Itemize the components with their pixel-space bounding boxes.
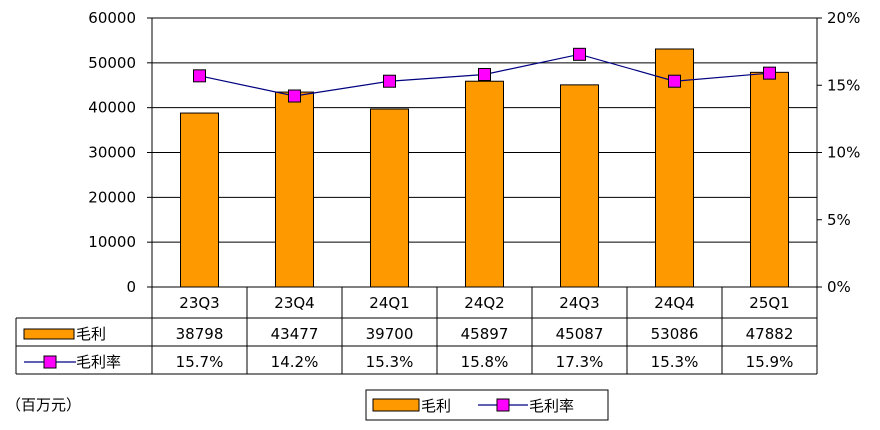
table-bar-swatch	[23, 328, 75, 340]
x-tick-label: 25Q1	[749, 294, 789, 312]
bar	[370, 108, 409, 288]
y-right-tick-label: 5%	[827, 211, 851, 229]
legend-bar-swatch	[372, 398, 420, 412]
x-tick-label: 23Q3	[179, 294, 219, 312]
y-left-tick-label: 50000	[88, 54, 136, 72]
bar	[750, 71, 789, 288]
bar	[465, 80, 504, 288]
legend-label: 毛利	[421, 397, 451, 415]
data-label: 45087	[556, 325, 604, 343]
unit-label: （百万元）	[6, 396, 82, 414]
legend: 毛利 毛利率	[365, 389, 609, 421]
data-label: 43477	[271, 325, 319, 343]
y-left-tick-label: 30000	[88, 144, 136, 162]
data-label: 15.3%	[366, 353, 414, 371]
y-right-tick-label: 10%	[827, 144, 860, 162]
y-left-tick-label: 40000	[88, 99, 136, 117]
data-table: 23Q3 38798 15.7% 23Q4 43477 14.2% 24Q1 39700 15.…	[15, 287, 818, 375]
data-label: 53086	[651, 325, 699, 343]
line-marker	[763, 66, 776, 80]
x-tick-label: 23Q4	[274, 294, 314, 312]
table-row-label: 毛利	[76, 325, 106, 343]
line-marker	[383, 74, 396, 88]
line-marker	[288, 89, 301, 103]
bar	[275, 91, 314, 288]
data-label: 17.3%	[556, 353, 604, 371]
line-marker	[478, 67, 491, 81]
data-label: 38798	[176, 325, 224, 343]
data-label: 15.9%	[746, 353, 794, 371]
bar	[560, 84, 599, 288]
data-label: 47882	[746, 325, 794, 343]
bar	[180, 112, 219, 288]
data-label: 15.3%	[651, 353, 699, 371]
y-right-tick-label: 0%	[827, 278, 851, 296]
y-left-tick-label: 0	[126, 278, 136, 296]
x-tick-label: 24Q4	[654, 294, 694, 312]
table-marker-swatch	[43, 355, 57, 369]
line-marker	[573, 47, 586, 61]
left-axis-ticks: 0 10000 20000 30000 40000 50000 60000	[88, 9, 152, 296]
x-tick-label: 24Q2	[464, 294, 504, 312]
x-tick-label: 24Q1	[369, 294, 409, 312]
y-left-tick-label: 60000	[88, 9, 136, 27]
y-right-tick-label: 15%	[827, 76, 860, 94]
y-right-tick-label: 20%	[827, 9, 860, 27]
x-tick-label: 24Q3	[559, 294, 599, 312]
data-label: 15.8%	[461, 353, 509, 371]
data-label: 14.2%	[271, 353, 319, 371]
legend-label: 毛利率	[529, 397, 574, 415]
legend-marker-swatch	[496, 398, 510, 412]
data-label: 15.7%	[176, 353, 224, 371]
right-axis-ticks: 0% 5% 10% 15% 20%	[817, 9, 860, 296]
data-label: 39700	[366, 325, 414, 343]
y-left-tick-label: 20000	[88, 188, 136, 206]
y-left-tick-label: 10000	[88, 233, 136, 251]
bar	[655, 48, 694, 288]
table-row-label: 毛利率	[76, 353, 121, 371]
data-label: 45897	[461, 325, 509, 343]
line-series	[193, 47, 776, 103]
bar-series	[180, 48, 789, 288]
line-marker	[193, 69, 206, 83]
line-marker	[668, 74, 681, 88]
